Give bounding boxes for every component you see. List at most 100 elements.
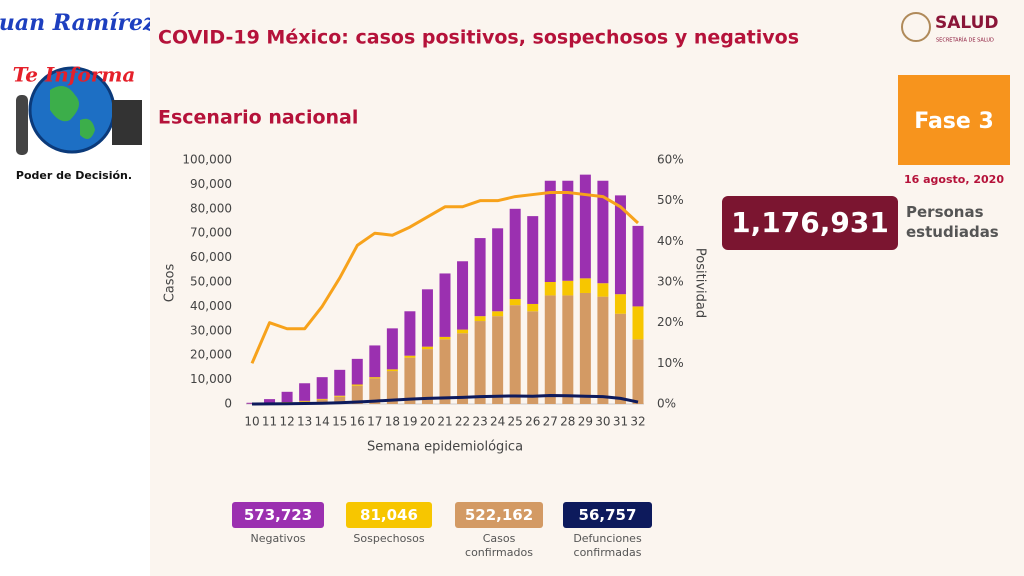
bar [562,280,574,296]
bar [527,303,539,312]
bar [439,336,451,340]
x-tick-label: 22 [455,415,470,429]
bar [351,358,363,385]
y-tick-label: 60,000 [190,250,232,264]
y-tick-label: 40,000 [190,299,232,313]
microphone [16,95,28,155]
bar [492,316,504,404]
summary-box: 573,723 [232,502,324,528]
bar [369,378,381,404]
bar [492,311,504,317]
x-tick-label: 11 [262,415,277,429]
x-tick-label: 19 [402,415,417,429]
bar [316,398,328,400]
y2-tick-label: 20% [657,315,684,329]
x-tick-label: 16 [350,415,365,429]
y-tick-label: 10,000 [190,372,232,386]
logo-text: Te Informa [13,63,136,87]
line [251,393,639,406]
bar [474,316,486,322]
y2-tick-label: 10% [657,356,684,370]
globe-land [50,86,95,139]
brand-sub: SECRETARÍA DE SALUD [936,37,994,44]
bar [614,313,626,404]
phase: Fase 3 [914,109,994,134]
bar [632,339,644,404]
bar [334,396,346,404]
bar [386,371,398,404]
bar [474,321,486,404]
brand-emblem [901,12,931,42]
bar [439,273,451,337]
bar [597,296,609,404]
bar [632,225,644,307]
bar [614,294,626,314]
bar [439,339,451,404]
y2-tick-label: 0% [657,397,676,411]
x-axis-label: Semana epidemiológica [367,440,523,455]
y2-tick-label: 50% [657,193,684,207]
x-tick-label: 30 [595,415,610,429]
title: COVID-19 México: casos positivos, sospec… [158,27,799,49]
subtitle: Escenario nacional [158,107,358,129]
summary-label: Negativos [250,532,306,545]
bar [299,383,311,401]
bar [474,238,486,317]
y2-axis-label: Positividad [693,248,708,318]
date: 16 agosto, 2020 [904,173,1004,186]
bar [264,399,276,404]
bar [562,295,574,404]
bar [369,345,381,378]
y2-tick-label: 30% [657,275,684,289]
bar [544,282,556,296]
y-tick-label: 0 [224,397,232,411]
y-tick-label: 20,000 [190,348,232,362]
logo-text: Juan Ramírez [0,10,150,36]
bar [527,311,539,404]
summary-label: Casos confirmados [465,532,533,559]
bar [544,180,556,282]
y-tick-label: 50,000 [190,275,232,289]
studied-box [722,196,898,250]
bar [457,329,469,334]
bar [614,195,626,295]
phase-box [898,75,1010,165]
bar [334,395,346,397]
bar [579,174,591,279]
line [250,191,640,364]
logo: Juan Ramírez Te Informa Poder de Decisió… [0,0,150,190]
bar [509,299,521,306]
x-tick-label: 24 [490,415,505,429]
bar [597,180,609,284]
x-tick-label: 31 [613,415,628,429]
summary-label: Sospechosos [353,532,425,545]
bar [404,311,416,356]
x-tick-label: 28 [560,415,575,429]
bar [544,295,556,404]
summary-box: 522,162 [455,502,543,528]
logo-text: Poder de Decisión. [16,169,132,182]
brand-name: SALUD [935,13,999,33]
bar [509,305,521,404]
x-tick-label: 12 [279,415,294,429]
y-tick-label: 90,000 [190,177,232,191]
bar [404,355,416,358]
x-tick-label: 32 [630,415,645,429]
bar [281,391,293,403]
bar [632,306,644,340]
bar [597,283,609,297]
bar [527,216,539,304]
bar [457,333,469,404]
x-tick-label: 18 [385,415,400,429]
bar [509,208,521,300]
bar [457,261,469,330]
bar [579,278,591,293]
bar [421,346,433,350]
camera [112,100,142,145]
bar [316,377,328,399]
bar [404,357,416,404]
studied-value: 1,176,931 [731,206,889,239]
bar [492,228,504,312]
summary-box: 81,046 [346,502,432,528]
